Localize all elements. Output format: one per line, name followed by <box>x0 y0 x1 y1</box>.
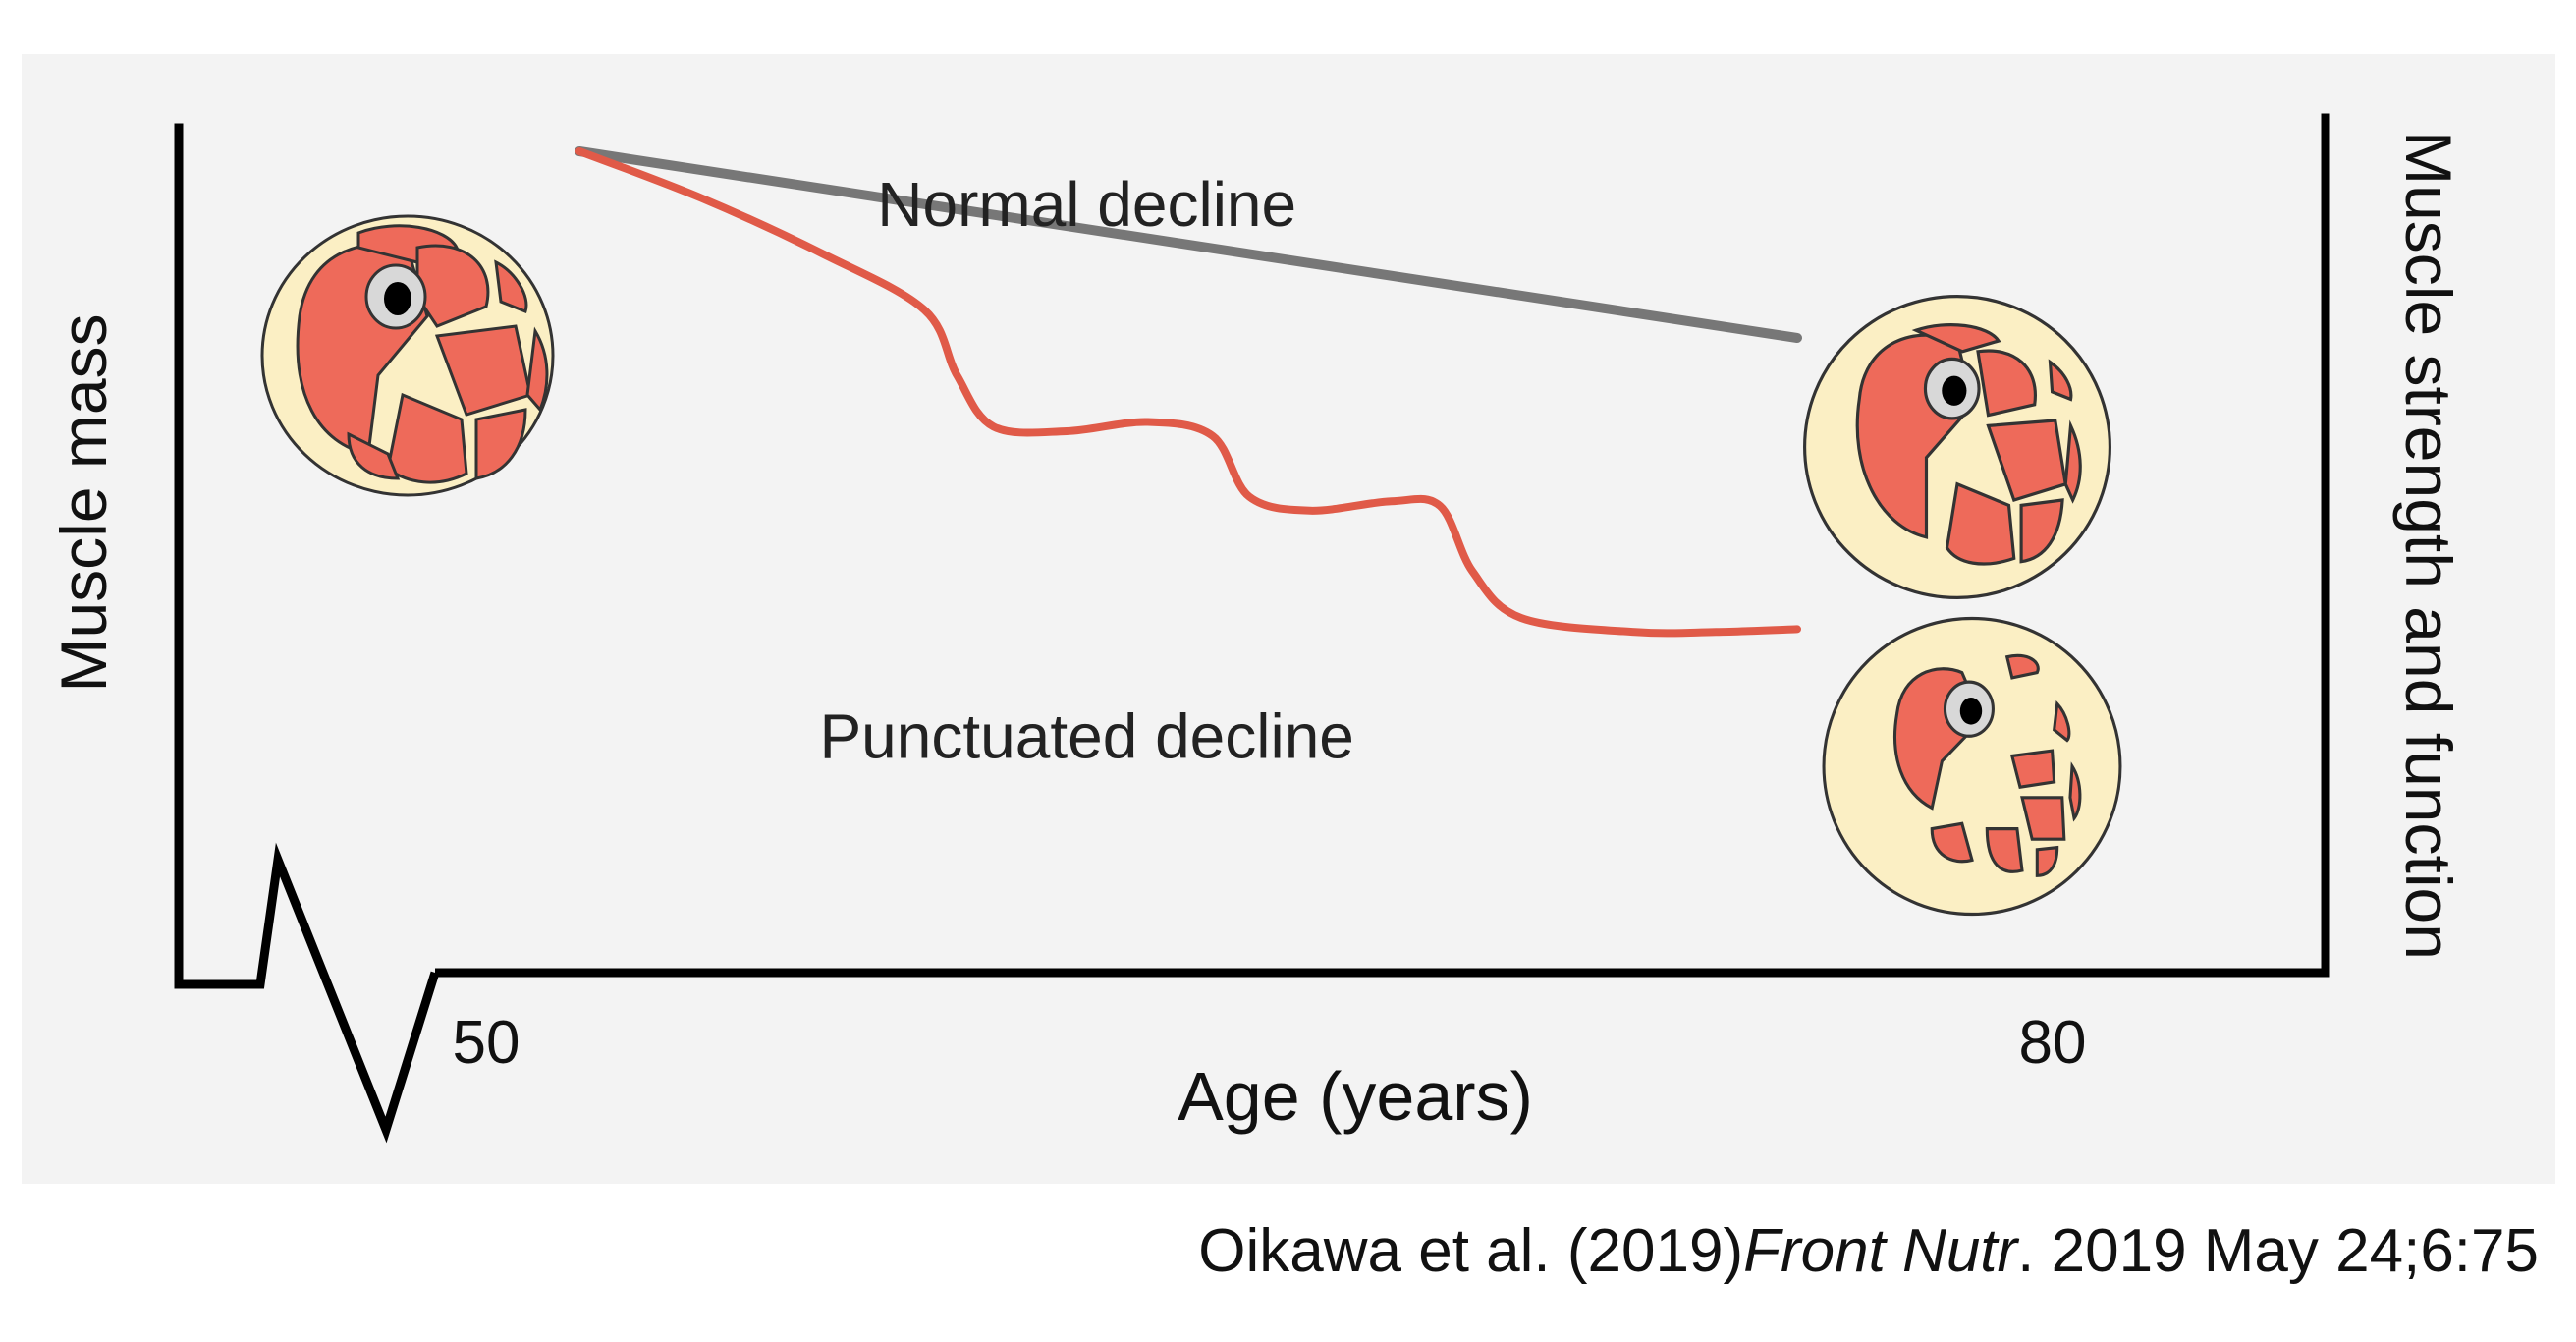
y-axis-label-right: Muscle strength and function <box>2392 131 2465 960</box>
x-tick-label-50: 50 <box>453 1009 521 1077</box>
x-tick-labels: 50 80 <box>453 1009 2087 1077</box>
x-axis-break-zigzag <box>179 842 440 1144</box>
citation-details: . 2019 May 24;6:75 <box>2017 1217 2539 1285</box>
series-line-punctuated-decline <box>575 147 1801 638</box>
citation: Oikawa et al. (2019)Front Nutr. 2019 May… <box>1198 1216 2539 1286</box>
annotation-layer: Normal decline Punctuated decline <box>819 169 1353 772</box>
y-axis-label: Muscle mass <box>47 313 120 692</box>
cross-section-age-80-punctuated <box>1822 616 2122 917</box>
cross-section-age-50 <box>260 214 555 497</box>
citation-authors: Oikawa et al. (2019) <box>1198 1217 1744 1285</box>
x-tick-label-80: 80 <box>2019 1009 2087 1077</box>
citation-journal: Front Nutr <box>1743 1217 2018 1285</box>
annotation-punctuated-decline: Punctuated decline <box>819 701 1353 772</box>
annotation-normal-decline: Normal decline <box>877 169 1296 240</box>
cross-section-age-80-normal <box>1802 295 2112 599</box>
series-layer <box>575 146 1802 638</box>
series-line-normal-decline <box>575 146 1802 343</box>
x-axis-label: Age (years) <box>1178 1058 1533 1135</box>
